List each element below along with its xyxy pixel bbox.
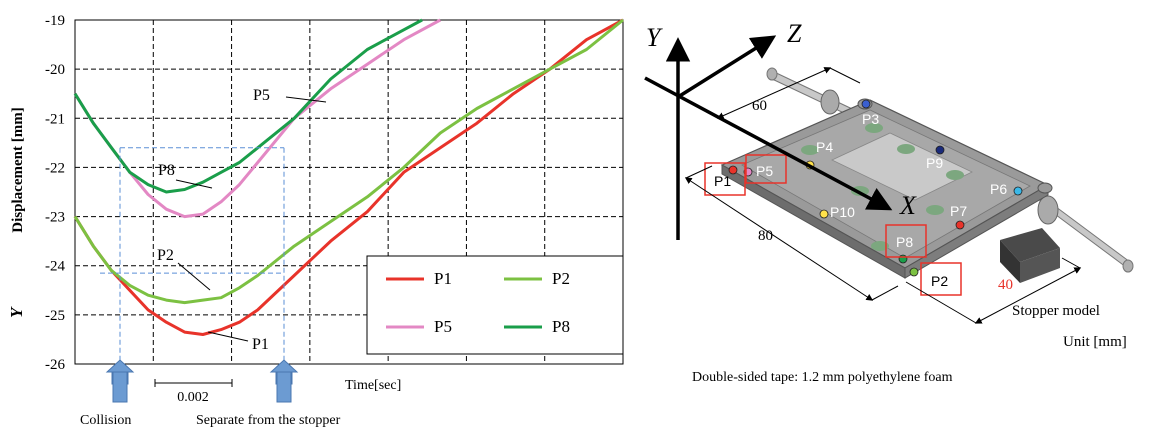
point-label-p2: P2: [931, 273, 948, 289]
time-span-marker: 0.002: [154, 379, 233, 405]
collision-label: Collision: [80, 413, 131, 428]
callout-label-p5: P5: [253, 87, 270, 104]
dim-40: 40: [998, 277, 1013, 293]
box-p2: [920, 262, 962, 296]
rod-right: [1037, 194, 1134, 273]
y-tick-label: -22: [45, 160, 65, 176]
x-axis-label: Time[sec]: [345, 378, 401, 393]
point-label-p1: P1: [714, 173, 731, 189]
y-tick-label: -21: [45, 111, 65, 127]
displacement-chart: -19 -20 -21 -22 -23 -24 -25 -26 Y Displacement …: [7, 13, 624, 428]
series-line-p8: [73, 18, 423, 194]
series-line-p1: [73, 18, 624, 336]
legend-label-p1: P1: [434, 269, 452, 288]
point-label-p9: P9: [926, 155, 943, 171]
y-tick-label: -23: [45, 210, 65, 226]
box-p8: [885, 224, 927, 258]
callout-leader: [285, 96, 327, 103]
y-tick-label: -25: [45, 308, 65, 324]
callout-label-p8: P8: [158, 162, 175, 179]
axis-label-y: Y: [646, 23, 663, 52]
point-label-p8: P8: [896, 234, 913, 250]
point-label-p3: P3: [862, 111, 879, 127]
y-tick-label: -19: [45, 13, 65, 29]
y-axis-label-italic: Y: [7, 306, 26, 318]
dimension-lines: [684, 67, 1082, 324]
dim-80: 80: [758, 228, 773, 244]
stopper-label: Stopper model: [1012, 303, 1100, 319]
collision-guides: [100, 147, 285, 364]
plate-diagram: P3 P4 P9 P6 P10 P7 P1 P5 P8 P2 Y Z X: [644, 19, 1134, 385]
callout-leader: [175, 179, 213, 189]
series-line-p2: [73, 18, 624, 305]
stopper-model: [1000, 228, 1060, 283]
y-tick-label: -24: [45, 259, 65, 275]
time-span-label: 0.002: [177, 390, 209, 405]
point-label-p7: P7: [950, 203, 967, 219]
y-tick-label: -26: [45, 357, 65, 373]
callout-leader: [177, 262, 211, 291]
legend-label-p2: P2: [552, 269, 570, 288]
dim-60: 60: [752, 98, 767, 114]
callout-label-p2: P2: [157, 247, 174, 264]
point-label-p6: P6: [990, 181, 1007, 197]
callout-leader: [207, 331, 249, 342]
axis-label-z: Z: [787, 19, 802, 48]
axis-label-x: X: [899, 191, 917, 220]
unit-label: Unit [mm]: [1063, 334, 1127, 350]
collision-arrow: [105, 359, 135, 403]
separation-arrow: [269, 359, 299, 403]
callout-label-p1: P1: [252, 336, 269, 353]
legend-label-p8: P8: [552, 317, 570, 336]
y-tick-labels: -19 -20 -21 -22 -23 -24 -25 -26: [45, 13, 65, 373]
y-axis-label: Displacement [mm]: [10, 107, 26, 232]
point-label-p10: P10: [830, 204, 855, 220]
diagram-caption: Double-sided tape: 1.2 mm polyethylene f…: [692, 370, 953, 385]
chart-series: [73, 18, 624, 336]
separate-label: Separate from the stopper: [196, 413, 341, 428]
point-label-p5: P5: [756, 163, 773, 179]
y-tick-label: -20: [45, 62, 65, 78]
point-label-p4: P4: [816, 139, 833, 155]
legend-label-p5: P5: [434, 317, 452, 336]
chart-legend: P1 P2 P5 P8: [366, 255, 624, 355]
series-callouts: P8 P5 P2 P1: [157, 87, 327, 353]
